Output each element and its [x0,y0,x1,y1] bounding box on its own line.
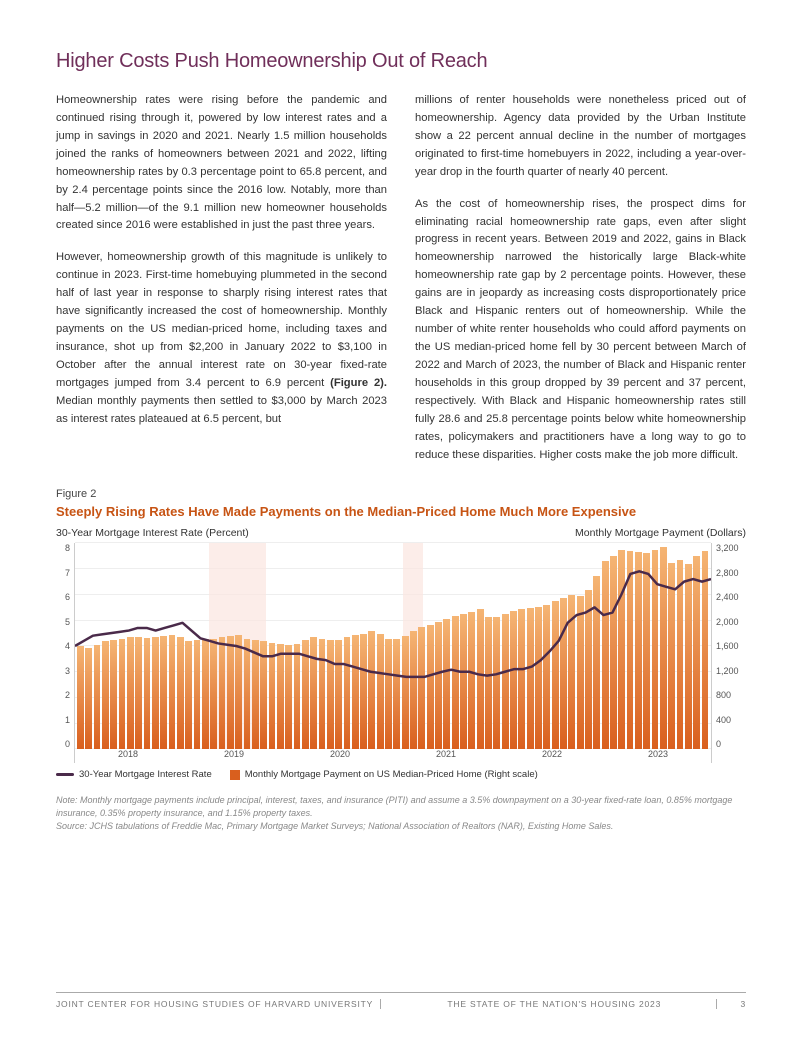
y-axis-right: 3,200 2,800 2,400 2,000 1,600 1,200 800 400 0 [712,543,746,763]
legend-item-payment: Monthly Mortgage Payment on US Median-Pr… [230,769,538,780]
y-right-tick: 800 [716,690,746,700]
y-left-tick: 6 [56,592,70,602]
figure-notes: Note: Monthly mortgage payments include … [56,794,746,832]
y-left-tick: 8 [56,543,70,553]
figure-source: Source: JCHS tabulations of Freddie Mac,… [56,820,746,833]
x-year-label: 2019 [181,749,287,763]
y-left-tick: 5 [56,617,70,627]
para-2: However, homeownership growth of this ma… [56,249,387,428]
y-right-tick: 400 [716,715,746,725]
y-right-tick: 3,200 [716,543,746,553]
y-left-tick: 7 [56,568,70,578]
y-right-tick: 2,400 [716,592,746,602]
figure-ref: (Figure 2). [330,377,387,389]
x-year-label: 2022 [499,749,605,763]
y-right-tick: 0 [716,739,746,749]
x-year-label: 2020 [287,749,393,763]
para-1: Homeownership rates were rising before t… [56,92,387,235]
y-left-tick: 4 [56,641,70,651]
plot-area: 201820192020202120222023 [74,543,712,763]
y-axis-left: 8 7 6 5 4 3 2 1 0 [56,543,74,763]
y-left-tick: 1 [56,715,70,725]
x-year-label: 2021 [393,749,499,763]
figure-note: Note: Monthly mortgage payments include … [56,794,746,819]
body-columns: Homeownership rates were rising before t… [56,92,746,464]
para-4: As the cost of homeownership rises, the … [415,196,746,465]
legend-swatch-bar [230,770,240,780]
legend-item-rate: 30-Year Mortgage Interest Rate [56,769,212,780]
y-right-label: Monthly Mortgage Payment (Dollars) [575,527,746,539]
section-title: Higher Costs Push Homeownership Out of R… [56,48,746,74]
y-right-tick: 2,800 [716,568,746,578]
y-left-tick: 3 [56,666,70,676]
x-year-label: 2023 [605,749,711,763]
legend-swatch-line [56,773,74,776]
figure-label: Figure 2 [56,488,746,500]
para-2a: However, homeownership growth of this ma… [56,251,387,388]
y-left-tick: 2 [56,690,70,700]
legend-label-rate: 30-Year Mortgage Interest Rate [79,769,212,780]
y-right-tick: 1,200 [716,666,746,676]
legend: 30-Year Mortgage Interest Rate Monthly M… [56,769,746,780]
para-2c: Median monthly payments then settled to … [56,395,387,425]
page-number: 3 [716,999,746,1009]
x-year-label: 2018 [75,749,181,763]
y-right-tick: 2,000 [716,617,746,627]
figure-title: Steeply Rising Rates Have Made Payments … [56,504,746,519]
legend-label-payment: Monthly Mortgage Payment on US Median-Pr… [245,769,538,780]
rate-line [75,572,711,678]
para-3: millions of renter households were nonet… [415,92,746,182]
y-right-tick: 1,600 [716,641,746,651]
column-right: millions of renter households were nonet… [415,92,746,464]
page-footer: JOINT CENTER FOR HOUSING STUDIES OF HARV… [56,992,746,1009]
chart: 8 7 6 5 4 3 2 1 0 201820192020202120222023 3,200… [56,543,746,763]
footer-center: THE STATE OF THE NATION'S HOUSING 2023 [380,999,717,1009]
footer-left: JOINT CENTER FOR HOUSING STUDIES OF HARV… [56,999,380,1009]
column-left: Homeownership rates were rising before t… [56,92,387,464]
y-left-tick: 0 [56,739,70,749]
y-left-label: 30-Year Mortgage Interest Rate (Percent) [56,527,249,539]
